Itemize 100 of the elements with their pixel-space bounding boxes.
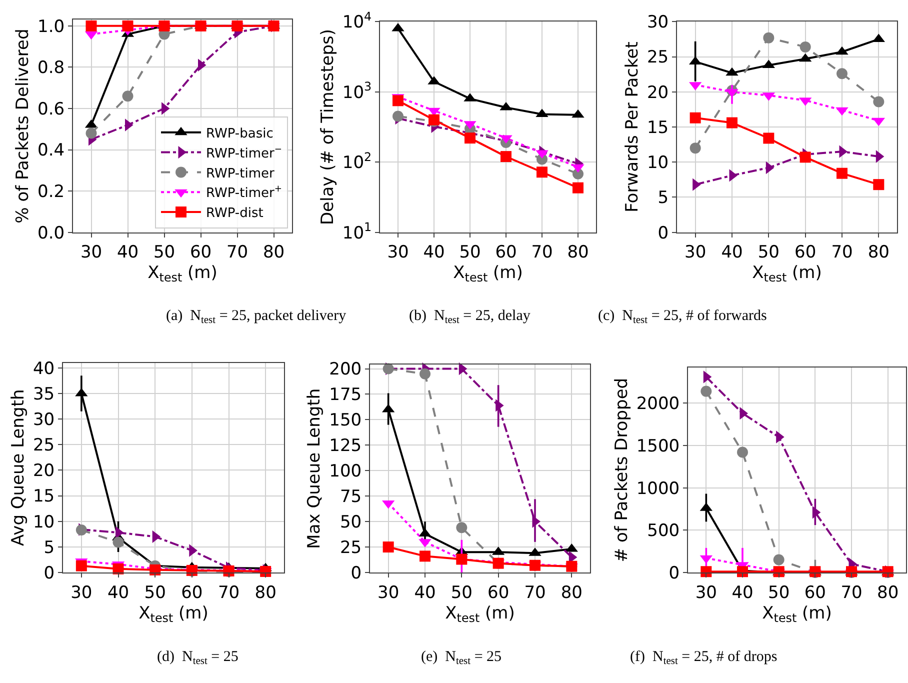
x-tick-label: 40 <box>721 242 743 263</box>
y-tick-label: 0.6 <box>38 99 65 120</box>
x-tick-label: 70 <box>531 242 553 263</box>
x-axis-title: X$_{test}$ (m) <box>453 263 523 285</box>
x-tick-label: 60 <box>190 242 212 263</box>
y-tick-label: 30 <box>646 12 669 33</box>
point <box>836 168 848 179</box>
point <box>873 96 884 108</box>
legend-label: RWP-timer$^{+}$ <box>206 184 282 202</box>
y-tick-label: 500 <box>647 521 680 542</box>
y-tick-label: 50 <box>340 512 362 532</box>
point <box>836 68 848 80</box>
y-tick-label: 10$^{3}$ <box>342 80 372 103</box>
y-tick-label: 100 <box>329 462 362 482</box>
legend-label: RWP-dist <box>206 206 264 222</box>
y-tick-label: 200 <box>329 360 362 380</box>
y-tick-label: 25 <box>646 48 669 68</box>
y-tick-label: 25 <box>32 436 55 456</box>
y-tick-label: 0.8 <box>38 58 65 78</box>
y-tick-label: 10 <box>32 512 55 532</box>
y-tick-label: 1500 <box>636 436 680 456</box>
point <box>464 132 476 144</box>
x-tick-label: 40 <box>107 582 130 603</box>
legend-label: RWP-timer <box>206 166 275 182</box>
legend-label: RWP-timer$^{−}$ <box>206 144 282 162</box>
y-tick-label: 35 <box>32 384 55 404</box>
y-tick-label: 1.0 <box>38 16 65 37</box>
point <box>382 542 394 553</box>
x-tick-label: 40 <box>414 582 436 603</box>
x-tick-label: 50 <box>144 582 166 603</box>
point <box>690 142 701 154</box>
x-tick-label: 60 <box>804 582 826 603</box>
y-axis-title: # of Packets Dropped <box>612 378 632 562</box>
y-tick-label: 40 <box>32 358 55 379</box>
y-tick-label: 2000 <box>636 394 680 414</box>
point <box>456 554 468 565</box>
point <box>86 128 97 139</box>
x-axis-title: X$_{test}$ (m) <box>138 603 208 625</box>
point <box>536 166 548 178</box>
point <box>800 152 811 163</box>
y-axis-title: Avg Queue Length <box>8 389 29 546</box>
point <box>76 524 87 536</box>
point <box>456 522 468 534</box>
y-axis-title: % of Packets Delivered <box>13 28 34 224</box>
x-axis-title: X$_{test}$ (m) <box>445 603 515 625</box>
x-tick-label: 80 <box>868 242 890 263</box>
x-tick-label: 70 <box>840 582 862 603</box>
y-tick-label: 125 <box>329 436 362 456</box>
y-tick-label: 5 <box>658 188 669 208</box>
x-tick-label: 80 <box>254 582 276 603</box>
x-tick-label: 70 <box>226 242 248 263</box>
y-tick-label: 0 <box>44 563 55 584</box>
point <box>700 386 712 397</box>
point <box>392 95 404 106</box>
y-tick-label: 175 <box>329 385 362 406</box>
point <box>86 20 97 32</box>
y-tick-label: 0.4 <box>38 140 65 161</box>
x-tick-label: 60 <box>794 242 816 263</box>
point <box>800 41 811 52</box>
y-tick-label: 10 <box>646 153 669 174</box>
y-tick-label: 1000 <box>636 478 680 499</box>
x-axis-title: X$_{test}$ (m) <box>148 263 218 285</box>
x-tick-label: 70 <box>524 582 546 603</box>
y-axis-title: Forwards Per Packet <box>622 41 643 212</box>
y-tick-label: 10$^{2}$ <box>342 150 372 174</box>
x-tick-label: 50 <box>758 242 780 263</box>
y-tick-label: 0 <box>668 563 680 584</box>
y-tick-label: 10$^{4}$ <box>342 9 372 33</box>
y-tick-label: 0 <box>350 563 362 584</box>
y-tick-label: 75 <box>340 487 362 508</box>
y-tick-label: 30 <box>32 410 55 430</box>
x-tick-label: 60 <box>495 242 517 263</box>
x-tick-label: 40 <box>732 582 754 603</box>
y-tick-label: 5 <box>44 538 55 558</box>
x-tick-label: 70 <box>831 242 853 263</box>
y-tick-label: 0.2 <box>38 182 65 202</box>
x-tick-label: 30 <box>684 242 706 263</box>
point <box>690 112 701 124</box>
point <box>763 132 774 144</box>
x-tick-label: 70 <box>218 582 240 603</box>
x-tick-label: 50 <box>450 582 472 603</box>
point <box>763 32 774 44</box>
point <box>726 117 738 128</box>
x-tick-label: 50 <box>459 242 481 263</box>
x-tick-label: 30 <box>80 242 102 263</box>
point <box>572 182 584 194</box>
text: (a) N$_{test}$ = 25, packet delivery <box>166 308 347 326</box>
x-tick-label: 30 <box>387 242 409 263</box>
point <box>382 363 394 374</box>
x-tick-label: 30 <box>695 582 717 603</box>
point <box>773 554 784 566</box>
x-tick-label: 40 <box>116 242 139 263</box>
point <box>122 90 134 102</box>
point <box>420 368 430 380</box>
x-tick-label: 80 <box>877 582 899 603</box>
x-tick-label: 60 <box>488 582 510 603</box>
y-tick-label: 25 <box>340 538 362 558</box>
point <box>737 446 748 458</box>
x-tick-label: 80 <box>262 242 285 263</box>
y-tick-label: 20 <box>646 82 669 103</box>
